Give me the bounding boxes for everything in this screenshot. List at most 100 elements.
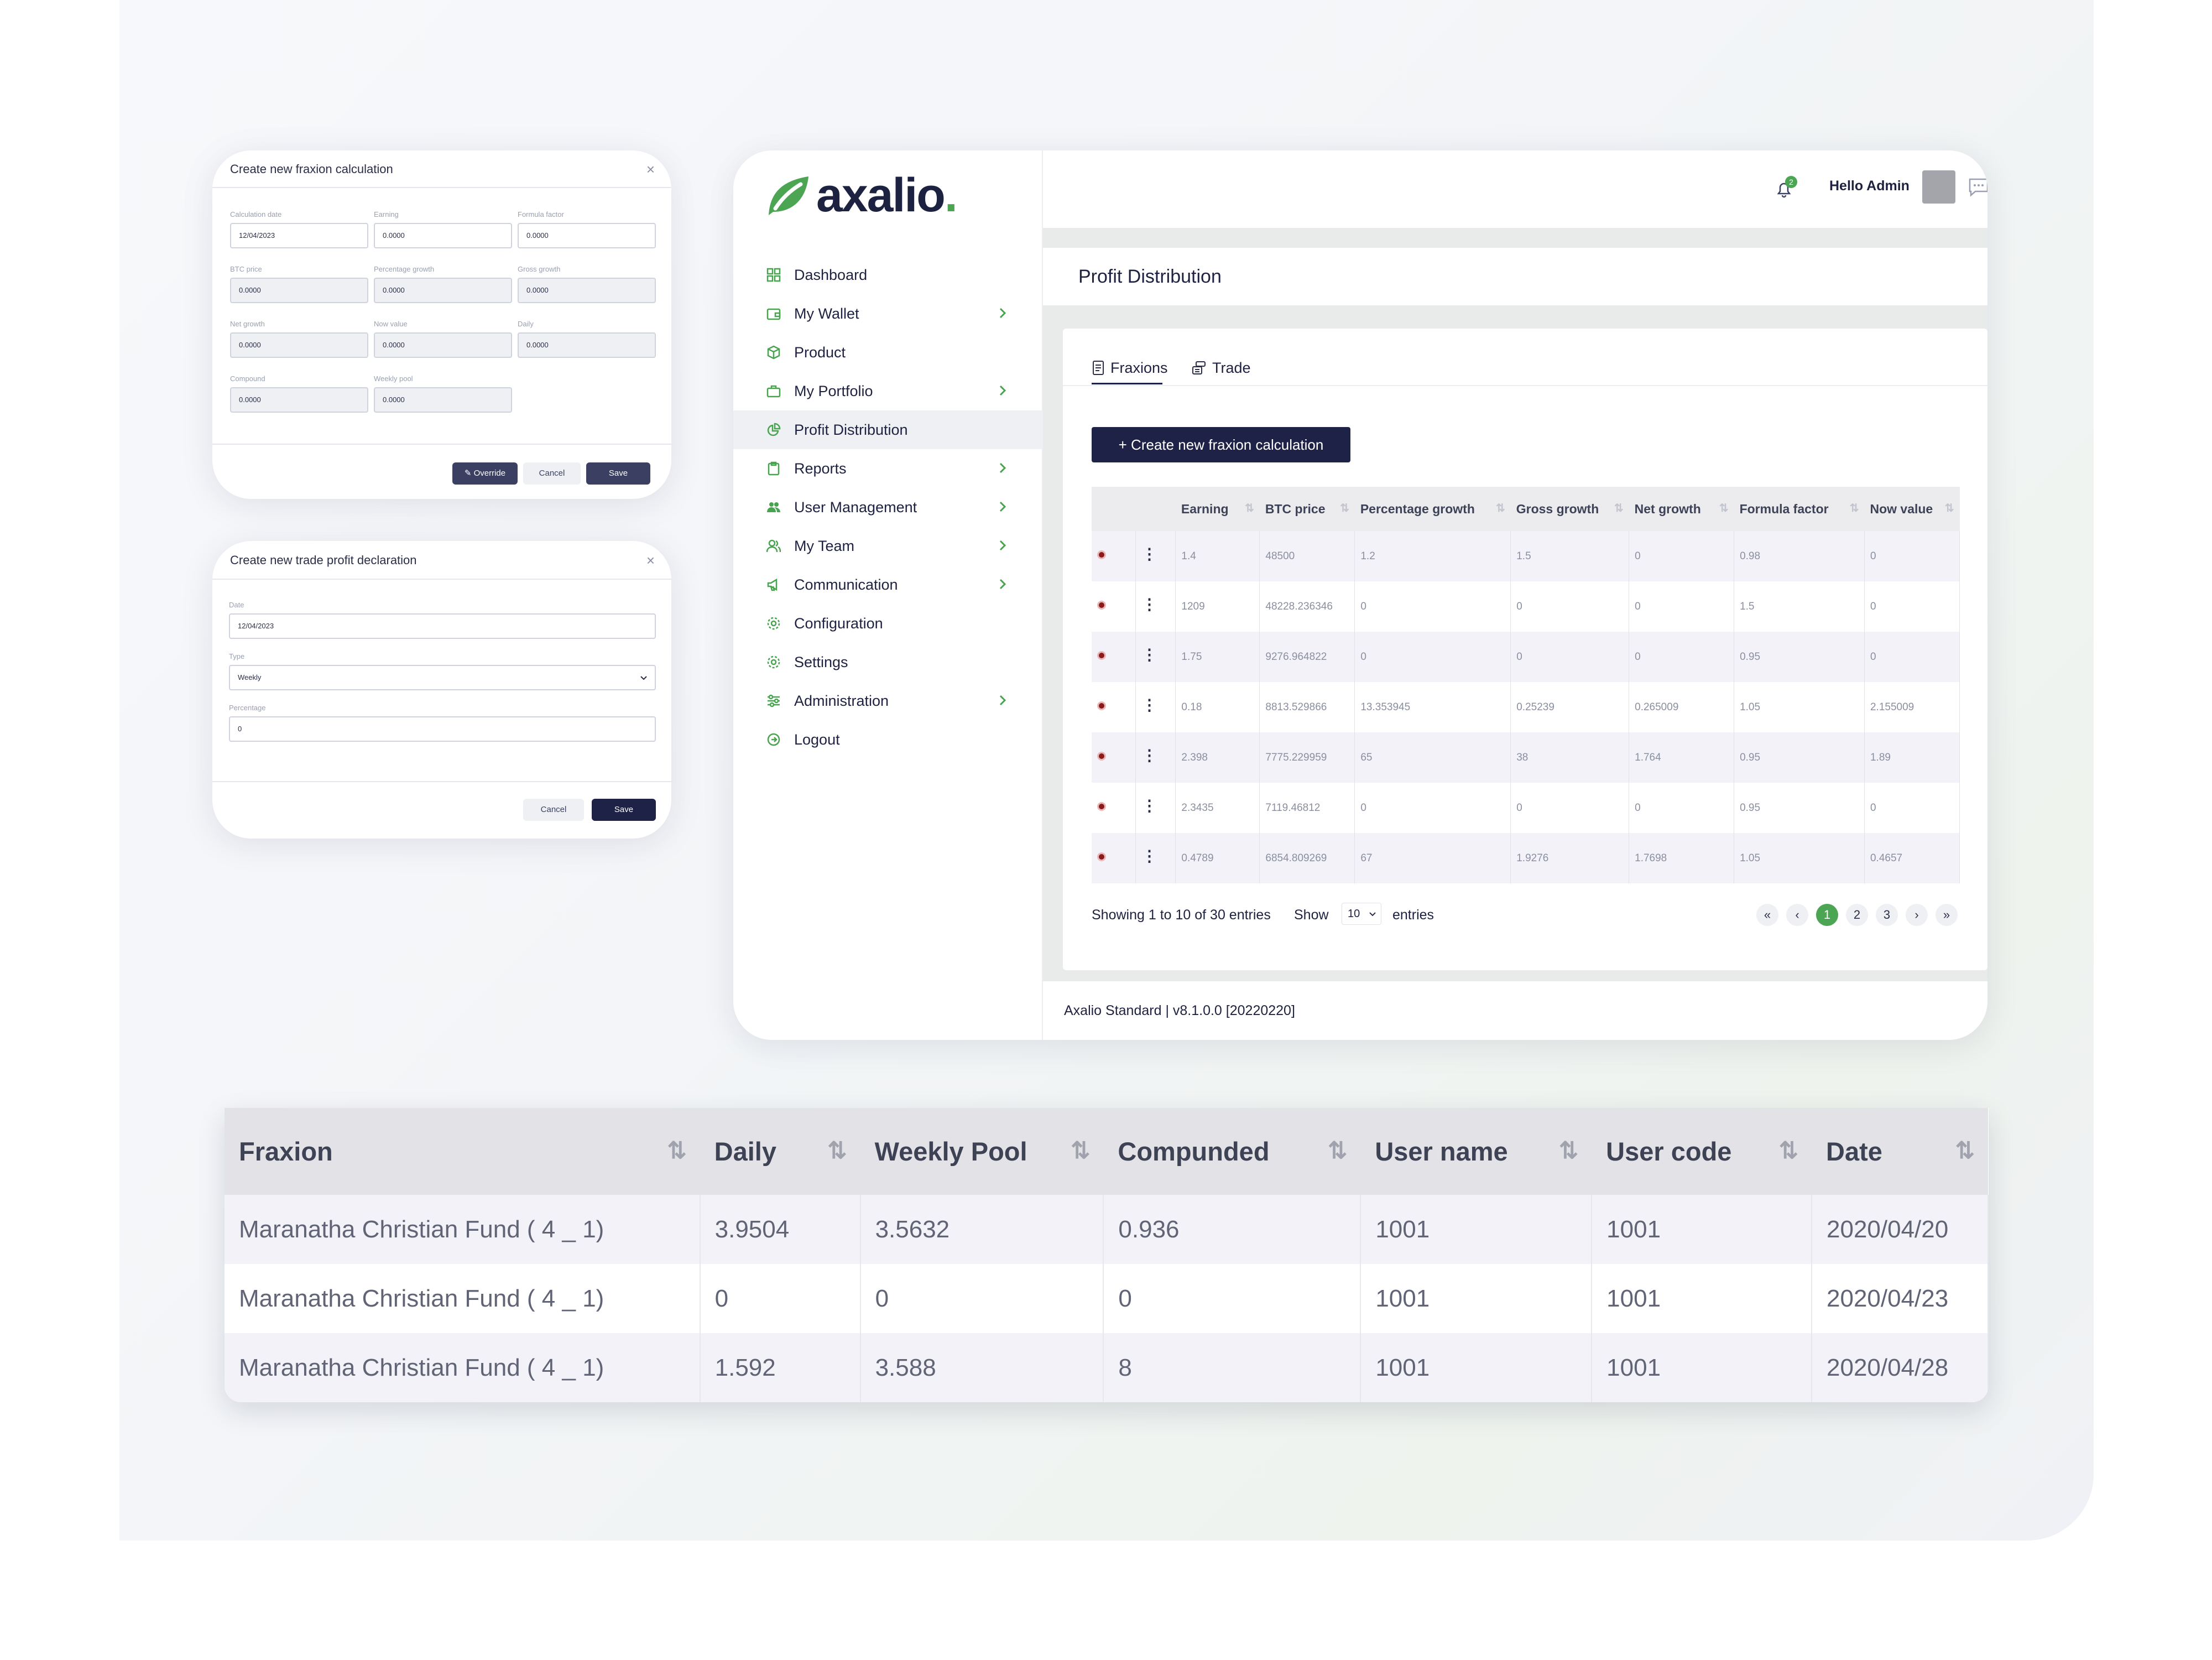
column-header[interactable]: Net growth ⇅ — [1629, 487, 1734, 531]
sort-icon[interactable]: ⇅ — [1495, 502, 1505, 514]
table-cell: 1.5 — [1510, 531, 1630, 581]
content-card: Fraxions Trade + Create new fraxion calc… — [1063, 329, 1987, 970]
more-vertical-icon[interactable]: ⋮ — [1141, 696, 1157, 714]
sidebar-item-label: Reports — [794, 460, 847, 477]
pagination-page-1[interactable]: 1 — [1816, 904, 1838, 926]
more-vertical-icon[interactable]: ⋮ — [1141, 646, 1157, 663]
notification-bell[interactable]: 2 — [1774, 176, 1797, 199]
column-header[interactable]: Fraxion ⇅ — [225, 1108, 700, 1195]
sort-icon[interactable]: ⇅ — [1245, 502, 1254, 514]
more-vertical-icon[interactable]: ⋮ — [1141, 545, 1157, 563]
status-dot-icon[interactable] — [1097, 701, 1106, 710]
percentage-input[interactable]: 0 — [229, 716, 656, 742]
close-icon[interactable]: × — [646, 161, 655, 178]
status-dot-icon[interactable] — [1097, 852, 1106, 861]
pagination-first[interactable]: « — [1756, 904, 1778, 926]
cancel-button[interactable]: Cancel — [523, 799, 584, 821]
status-cell — [1092, 531, 1136, 581]
sort-icon[interactable]: ⇅ — [1328, 1137, 1348, 1163]
close-icon[interactable]: × — [646, 552, 655, 569]
more-vertical-icon[interactable]: ⋮ — [1141, 746, 1157, 764]
status-cell — [1092, 632, 1136, 682]
sidebar-item-settings[interactable]: Settings — [733, 643, 1043, 681]
table-cell: 38 — [1510, 732, 1630, 783]
more-vertical-icon[interactable]: ⋮ — [1141, 797, 1157, 814]
chat-icon[interactable] — [1968, 176, 1987, 198]
table-cell: 0.4657 — [1864, 833, 1960, 883]
pagination-prev[interactable]: ‹ — [1786, 904, 1808, 926]
table-cell: 0 — [1629, 531, 1735, 581]
column-header[interactable]: Now value ⇅ — [1864, 487, 1960, 531]
sort-icon[interactable]: ⇅ — [1719, 502, 1729, 514]
column-header[interactable]: Date ⇅ — [1812, 1108, 1988, 1195]
column-header[interactable]: Compunded ⇅ — [1103, 1108, 1361, 1195]
sort-icon[interactable]: ⇅ — [1558, 1137, 1579, 1163]
tab-fraxions[interactable]: Fraxions — [1092, 355, 1168, 381]
sort-icon[interactable]: ⇅ — [667, 1137, 687, 1163]
column-header[interactable]: User code ⇅ — [1592, 1108, 1812, 1195]
brand-logo[interactable]: axalio. — [765, 168, 958, 223]
more-vertical-icon[interactable]: ⋮ — [1141, 595, 1157, 613]
sidebar-item-reports[interactable]: Reports — [733, 449, 1043, 488]
tab-trade[interactable]: Trade — [1191, 355, 1251, 381]
table-cell: 0.95 — [1734, 632, 1865, 682]
table-cell: 0.18 — [1175, 682, 1260, 732]
column-header[interactable]: Weekly Pool ⇅ — [860, 1108, 1104, 1195]
type-select[interactable]: Weekly — [229, 665, 656, 690]
sidebar-item-configuration[interactable]: Configuration — [733, 604, 1043, 643]
page-size-select[interactable]: 10 — [1342, 903, 1381, 925]
column-header[interactable]: Earning ⇅ — [1175, 487, 1260, 531]
more-vertical-icon[interactable]: ⋮ — [1141, 847, 1157, 865]
sort-icon[interactable]: ⇅ — [1778, 1137, 1798, 1163]
sidebar-item-my-team[interactable]: My Team — [733, 527, 1043, 565]
sidebar-item-dashboard[interactable]: Dashboard — [733, 256, 1043, 294]
column-header[interactable]: Formula factor ⇅ — [1734, 487, 1865, 531]
sort-icon[interactable]: ⇅ — [1849, 502, 1859, 514]
sort-icon[interactable]: ⇅ — [1955, 1137, 1975, 1163]
sort-icon[interactable]: ⇅ — [1071, 1137, 1091, 1163]
sidebar-item-logout[interactable]: Logout — [733, 720, 1043, 759]
status-dot-icon[interactable] — [1097, 600, 1106, 610]
status-dot-icon[interactable] — [1097, 651, 1106, 660]
show-label: Show — [1294, 907, 1329, 923]
column-header[interactable]: Daily ⇅ — [700, 1108, 860, 1195]
formula-factor-input[interactable]: 0.0000 — [518, 223, 656, 248]
sidebar-item-user-management[interactable]: User Management — [733, 488, 1043, 527]
column-header[interactable]: User name ⇅ — [1360, 1108, 1592, 1195]
column-header[interactable]: BTC price ⇅ — [1259, 487, 1355, 531]
earning-input[interactable]: 0.0000 — [374, 223, 512, 248]
sort-icon[interactable]: ⇅ — [1944, 502, 1954, 514]
status-dot-icon[interactable] — [1097, 550, 1106, 559]
status-dot-icon[interactable] — [1097, 751, 1106, 761]
team-icon — [765, 538, 782, 554]
sort-icon[interactable]: ⇅ — [1614, 502, 1624, 514]
pagination-page-3[interactable]: 3 — [1876, 904, 1898, 926]
sidebar-item-product[interactable]: Product — [733, 333, 1043, 372]
sidebar-item-profit-distribution[interactable]: Profit Distribution — [733, 410, 1043, 449]
pagination-last[interactable]: » — [1936, 904, 1958, 926]
cancel-button[interactable]: Cancel — [523, 462, 581, 485]
sidebar-item-my-wallet[interactable]: My Wallet — [733, 294, 1043, 333]
pagination-page-2[interactable]: 2 — [1846, 904, 1868, 926]
sidebar-item-label: User Management — [794, 498, 917, 516]
sort-icon[interactable]: ⇅ — [1340, 502, 1349, 514]
save-button[interactable]: Save — [592, 799, 656, 821]
pagination-next[interactable]: › — [1906, 904, 1928, 926]
column-header[interactable]: Gross growth ⇅ — [1510, 487, 1629, 531]
sort-icon[interactable]: ⇅ — [827, 1137, 847, 1163]
table-cell: 0 — [1510, 783, 1630, 833]
date-input[interactable]: 12/04/2023 — [229, 613, 656, 639]
save-button[interactable]: Save — [586, 462, 650, 485]
calculation-date-input[interactable]: 12/04/2023 — [230, 223, 368, 248]
status-dot-icon[interactable] — [1097, 802, 1106, 811]
column-header-label: Gross growth — [1516, 501, 1599, 516]
form-field: Gross growth 0.0000 — [518, 265, 656, 303]
avatar[interactable] — [1922, 170, 1955, 204]
override-button[interactable]: ✎ Override — [452, 462, 518, 485]
create-fraxion-button[interactable]: + Create new fraxion calculation — [1092, 427, 1350, 462]
sidebar-item-administration[interactable]: Administration — [733, 681, 1043, 720]
sidebar-item-communication[interactable]: Communication — [733, 565, 1043, 604]
column-header[interactable]: Percentage growth ⇅ — [1354, 487, 1511, 531]
actions-cell: ⋮ — [1135, 732, 1176, 783]
sidebar-item-my-portfolio[interactable]: My Portfolio — [733, 372, 1043, 410]
